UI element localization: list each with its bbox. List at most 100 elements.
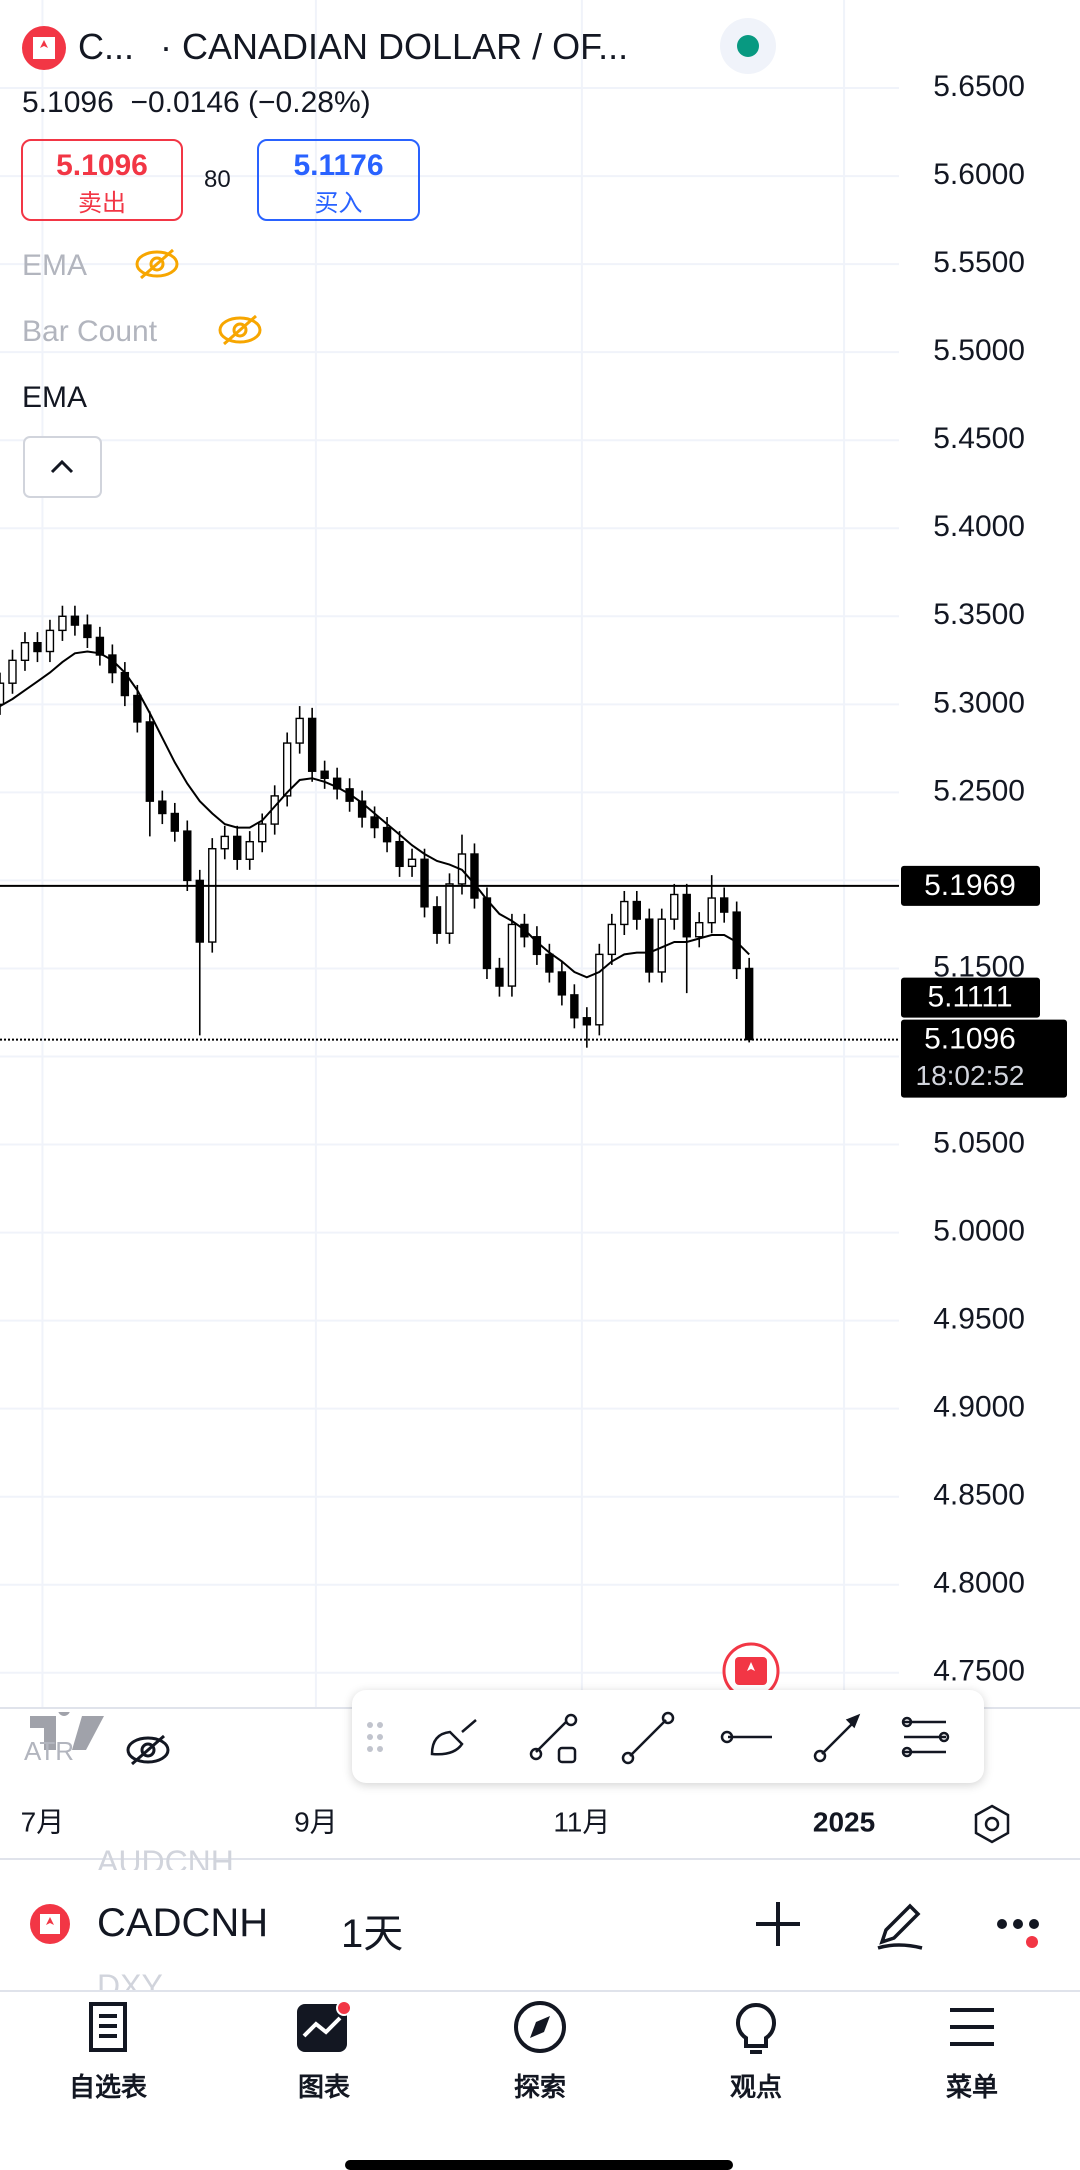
symbol-logo — [22, 26, 66, 70]
trend-line-tool[interactable] — [629, 1719, 667, 1757]
candle-body — [70, 615, 80, 626]
nav-item[interactable]: 菜单 — [864, 2000, 1080, 2104]
candle-body — [145, 721, 155, 802]
candle-body — [432, 906, 442, 934]
candle-body — [245, 840, 254, 860]
market-status[interactable] — [720, 18, 776, 74]
spread: 80 — [204, 166, 231, 193]
y-tick-label: 5.0000 — [933, 1214, 1025, 1247]
arrow-tool[interactable] — [821, 1721, 855, 1755]
y-tick-label: 4.8500 — [933, 1479, 1025, 1512]
hidden-icon[interactable] — [216, 310, 264, 350]
candle-body — [45, 629, 55, 653]
candle-body — [744, 967, 754, 1041]
candle-body — [507, 923, 517, 987]
price-marker-label: 5.1096 — [924, 1023, 1016, 1056]
buy-label: 买入 — [314, 190, 363, 217]
interval[interactable]: 1天 — [341, 1912, 404, 1956]
y-tick-label: 5.3500 — [933, 598, 1025, 631]
candle-body — [395, 840, 404, 868]
candle-body — [620, 900, 629, 926]
last-price: 5.1096 — [22, 86, 114, 119]
y-tick-label: 5.5000 — [933, 334, 1025, 367]
nav-label: 自选表 — [68, 2072, 147, 2102]
nav-icon — [89, 2002, 127, 2052]
symbol-short[interactable]: C... — [78, 26, 135, 67]
nav-icon — [297, 2000, 352, 2052]
candle-body — [0, 682, 5, 706]
sell-price: 5.1096 — [56, 149, 148, 182]
candle-body — [607, 923, 617, 956]
hidden-icon[interactable] — [133, 244, 181, 284]
symbol-title[interactable]: · CANADIAN DOLLAR / OF... — [160, 26, 629, 67]
nav-label: 观点 — [729, 2072, 782, 2102]
axis-settings[interactable] — [970, 1802, 1014, 1846]
hidden-icon[interactable] — [124, 1730, 172, 1770]
draw-button[interactable] — [872, 1896, 928, 1952]
nav-label: 菜单 — [945, 2072, 998, 2102]
candle-body — [195, 879, 204, 943]
candle-body — [183, 830, 192, 882]
candle-body — [332, 777, 342, 790]
brush-tool[interactable] — [430, 1719, 477, 1756]
candle-body — [233, 835, 242, 860]
nav-icon — [514, 2001, 566, 2053]
indicator-label[interactable]: EMA — [22, 381, 88, 414]
y-tick-label: 4.8000 — [933, 1567, 1025, 1600]
nav-label: 图表 — [297, 2072, 350, 2102]
buy-button[interactable]: 5.1176 买入 — [257, 139, 420, 221]
indicator-label[interactable]: EMA — [22, 249, 88, 282]
nav-item[interactable]: 图表 — [216, 2000, 432, 2104]
candle-body — [595, 953, 604, 1026]
candle-body — [470, 853, 479, 899]
home-indicator — [345, 2160, 733, 2170]
y-tick-label: 5.3000 — [933, 686, 1025, 719]
nav-item[interactable]: 观点 — [648, 2000, 864, 2104]
candle-body — [645, 918, 654, 973]
last-price-row: 5.1096 −0.0146 (−0.28%) — [22, 86, 371, 120]
y-tick-label: 5.4500 — [933, 422, 1025, 455]
tv-logo — [30, 1712, 104, 1750]
indicator-label[interactable]: Bar Count — [22, 315, 158, 348]
price-marker — [901, 977, 1040, 1018]
candle-body — [695, 921, 704, 938]
add-button[interactable] — [752, 1898, 804, 1950]
divider — [0, 1858, 1080, 1860]
y-tick-label: 5.0500 — [933, 1126, 1025, 1159]
y-tick-label: 4.9500 — [933, 1303, 1025, 1336]
price-change: −0.0146 (−0.28%) — [130, 86, 371, 119]
y-tick-label: 5.6000 — [933, 158, 1025, 191]
candle-body — [258, 823, 267, 843]
path-tool[interactable] — [535, 1721, 567, 1753]
nav-icon — [736, 2003, 776, 2054]
nav-label: 探索 — [513, 2072, 566, 2102]
candle-body — [320, 770, 329, 779]
candle-body — [557, 971, 567, 996]
candle-body — [670, 893, 679, 920]
lower-pane-label[interactable]: ATR — [24, 1736, 75, 1766]
y-tick-label: 5.2500 — [933, 774, 1025, 807]
buy-price: 5.1176 — [293, 149, 384, 182]
more-button[interactable] — [994, 1900, 1046, 1952]
candle-body — [8, 659, 17, 684]
y-tick-label: 4.7500 — [933, 1655, 1025, 1688]
candle-body — [407, 858, 417, 868]
candle-body — [370, 816, 379, 829]
candle-body — [707, 897, 716, 924]
candle-body — [208, 848, 217, 943]
price-marker-label: 5.1111 — [927, 981, 1012, 1014]
nav-item[interactable]: 自选表 — [0, 2000, 216, 2104]
ema-line — [0, 650, 750, 979]
candle-body — [20, 642, 30, 662]
candle-body — [170, 812, 180, 832]
candle-body — [220, 835, 229, 850]
candle-body — [282, 742, 292, 797]
event-flag[interactable] — [722, 1642, 780, 1700]
collapse-button[interactable] — [23, 436, 102, 498]
nav-item[interactable]: 探索 — [432, 2000, 648, 2104]
candle-body — [83, 624, 92, 639]
symbol-name[interactable]: CADCNH — [97, 1901, 269, 1945]
candle-body — [495, 967, 504, 987]
candle-body — [719, 897, 729, 913]
sell-button[interactable]: 5.1096 卖出 — [21, 139, 183, 221]
